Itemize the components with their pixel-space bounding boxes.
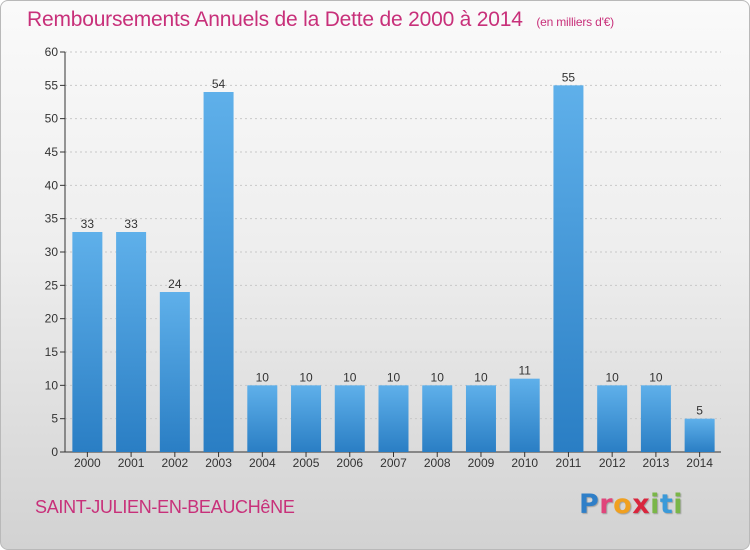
x-tick-label-2002: 2002 — [161, 456, 188, 470]
x-tick-label-2003: 2003 — [205, 456, 232, 470]
bar-2008 — [422, 385, 453, 452]
y-tick-label: 60 — [45, 45, 59, 59]
logo-letter: o — [613, 489, 633, 520]
chart-title-text: Remboursements Annuels de la Dette de 20… — [27, 8, 523, 31]
data-label-2000: 33 — [81, 217, 95, 231]
x-tick-label-2014: 2014 — [686, 456, 713, 470]
y-tick-label: 40 — [45, 178, 59, 192]
data-label-2009: 10 — [474, 370, 488, 384]
x-tick-label-2001: 2001 — [118, 456, 145, 470]
bar-2000 — [72, 232, 103, 452]
logo-letter: x — [632, 489, 651, 520]
chart-unit-label: (en milliers d'€) — [536, 15, 614, 29]
y-tick-label: 25 — [45, 278, 59, 292]
data-label-2006: 10 — [343, 370, 357, 384]
bar-2012 — [597, 385, 628, 452]
x-tick-label-2009: 2009 — [468, 456, 495, 470]
data-label-2013: 10 — [649, 370, 663, 384]
bar-2009 — [465, 385, 496, 452]
commune-name: SAINT-JULIEN-EN-BEAUCHêNE — [35, 497, 295, 517]
data-label-2003: 54 — [212, 77, 226, 91]
bar-2006 — [334, 385, 365, 452]
y-tick-label: 10 — [45, 378, 59, 392]
proxiti-logo: Proxiti — [579, 489, 683, 520]
x-tick-label-2013: 2013 — [643, 456, 670, 470]
data-label-2011: 55 — [562, 70, 576, 84]
bar-2014 — [684, 418, 715, 452]
x-tick-label-2007: 2007 — [380, 456, 407, 470]
logo-letter: r — [599, 489, 614, 520]
x-tick-label-2012: 2012 — [599, 456, 626, 470]
x-tick-label-2010: 2010 — [511, 456, 538, 470]
data-label-2007: 10 — [387, 370, 401, 384]
y-tick-label: 35 — [45, 212, 59, 226]
data-label-2002: 24 — [168, 277, 182, 291]
chart-title: Remboursements Annuels de la Dette de 20… — [27, 8, 614, 32]
bar-2010 — [509, 378, 540, 452]
bar-2005 — [291, 385, 322, 452]
y-tick-label: 50 — [45, 112, 59, 126]
bar-2013 — [640, 385, 671, 452]
bar-2001 — [116, 232, 147, 452]
logo-letter: i — [673, 489, 684, 520]
y-tick-label: 15 — [45, 345, 59, 359]
y-tick-label: 20 — [45, 312, 59, 326]
y-tick-label: 55 — [45, 78, 59, 92]
x-tick-label-2005: 2005 — [293, 456, 320, 470]
y-tick-label: 0 — [51, 445, 58, 459]
data-label-2014: 5 — [696, 404, 703, 418]
data-label-2010: 11 — [518, 364, 531, 378]
x-tick-label-2006: 2006 — [336, 456, 363, 470]
data-label-2004: 10 — [256, 370, 270, 384]
data-label-2005: 10 — [299, 370, 313, 384]
data-label-2008: 10 — [431, 370, 445, 384]
bar-2007 — [378, 385, 409, 452]
x-tick-label-2000: 2000 — [74, 456, 101, 470]
y-tick-label: 5 — [51, 412, 58, 426]
bar-2004 — [247, 385, 278, 452]
x-tick-label-2004: 2004 — [249, 456, 276, 470]
logo-letter: t — [659, 489, 674, 520]
logo-letter: P — [579, 489, 600, 520]
logo-letter: i — [650, 489, 660, 520]
y-tick-label: 45 — [45, 145, 59, 159]
x-tick-label-2011: 2011 — [556, 456, 582, 470]
bar-2003 — [203, 92, 234, 452]
data-label-2001: 33 — [124, 217, 138, 231]
y-tick-label: 30 — [45, 245, 59, 259]
bar-2011 — [553, 85, 584, 452]
data-label-2012: 10 — [605, 370, 619, 384]
x-tick-label-2008: 2008 — [424, 456, 451, 470]
bar-2002 — [159, 292, 190, 452]
